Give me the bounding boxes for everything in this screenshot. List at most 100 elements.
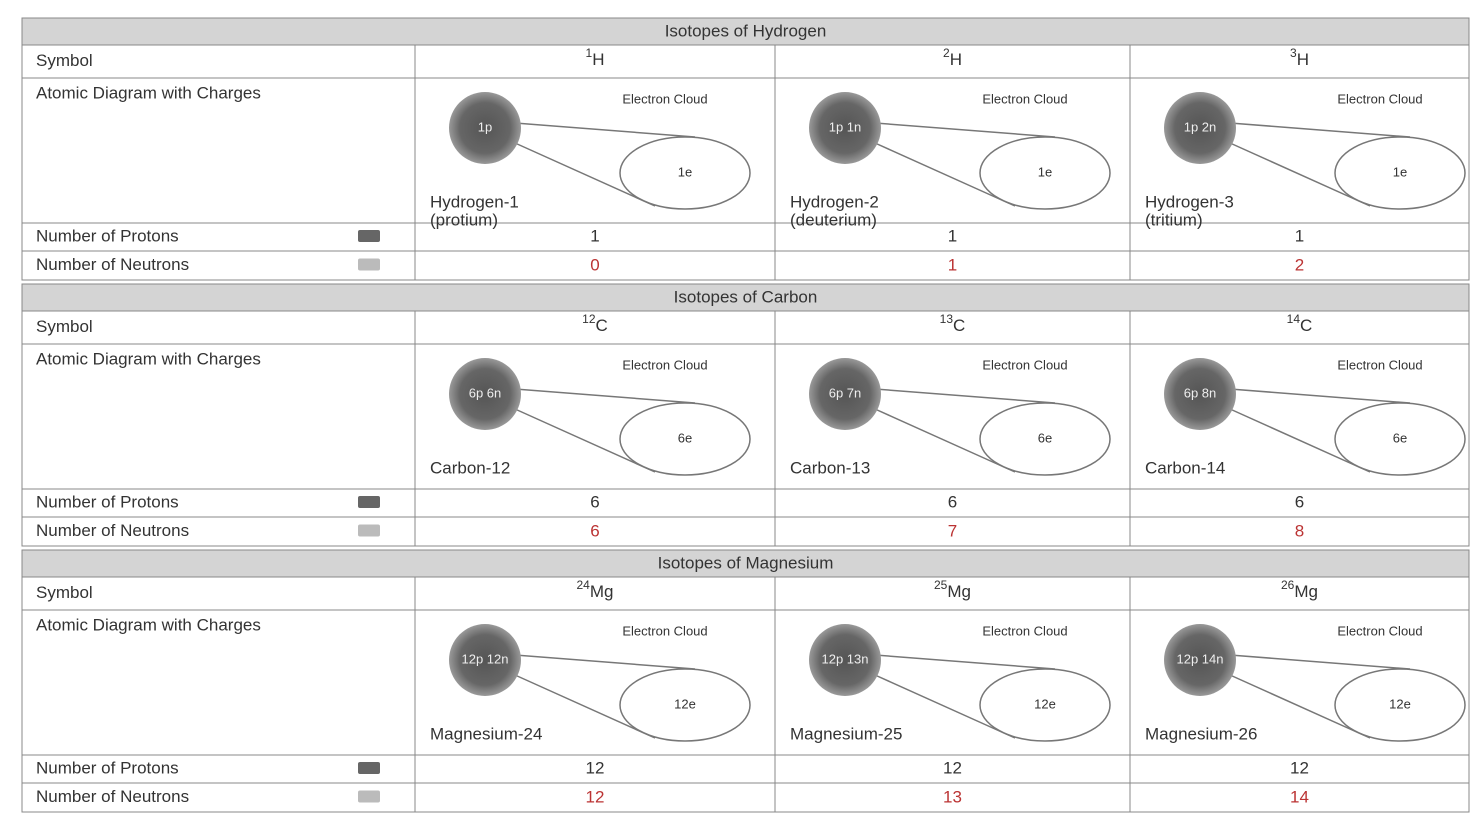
connector — [514, 388, 696, 404]
electron-label: 12e — [1389, 696, 1411, 711]
protons: 12 — [586, 758, 605, 777]
electron-cloud — [979, 136, 1111, 210]
neutrons: 12 — [586, 787, 605, 806]
section-title: Isotopes of Carbon — [674, 287, 818, 306]
cell — [1129, 782, 1470, 813]
connector — [1229, 674, 1371, 739]
nucleus-label: 1p — [478, 119, 492, 134]
isotope-symbol: 14C — [1287, 312, 1313, 335]
connector — [1229, 388, 1411, 404]
electron-label: 1e — [1038, 164, 1052, 179]
element-symbol: Mg — [590, 582, 614, 601]
connector — [1229, 408, 1371, 473]
cell — [774, 516, 1131, 547]
nucleus-label: 12p 13n — [822, 651, 869, 666]
protons: 1 — [1295, 226, 1304, 245]
isotope-symbol: 2H — [943, 46, 962, 69]
electron-cloud — [619, 136, 751, 210]
electron-label: 1e — [1393, 164, 1407, 179]
connector — [1229, 654, 1411, 670]
protons: 12 — [1290, 758, 1309, 777]
cloud-label: Electron Cloud — [622, 91, 707, 106]
cell — [1129, 250, 1470, 281]
neutrons: 0 — [590, 255, 599, 274]
row-icon — [358, 258, 380, 271]
cell — [1129, 516, 1470, 547]
mass-number: 2 — [943, 46, 950, 60]
nucleus-label: 12p 14n — [1177, 651, 1224, 666]
cloud-label: Electron Cloud — [1337, 91, 1422, 106]
neutrons: 14 — [1290, 787, 1309, 806]
nucleus-label: 1p 2n — [1184, 119, 1217, 134]
protons: 1 — [948, 226, 957, 245]
isotope-symbol: 24Mg — [577, 578, 614, 601]
nucleus — [449, 358, 521, 430]
isotope-symbol: 1H — [586, 46, 605, 69]
isotope-name: Carbon-13 — [790, 458, 870, 477]
row-label: Number of Protons — [36, 226, 179, 245]
nucleus-label: 1p 1n — [829, 119, 862, 134]
row-label: Atomic Diagram with Charges — [36, 615, 261, 634]
connector — [874, 408, 1016, 473]
protons: 6 — [590, 492, 599, 511]
connector — [1229, 122, 1411, 138]
connector — [514, 142, 656, 207]
electron-label: 6e — [1393, 430, 1407, 445]
cell — [21, 609, 416, 756]
connector — [1229, 142, 1371, 207]
cloud-label: Electron Cloud — [1337, 623, 1422, 638]
electron-label: 6e — [678, 430, 692, 445]
mass-number: 3 — [1290, 46, 1297, 60]
isotope-name: Hydrogen-3 — [1145, 192, 1234, 211]
cloud-label: Electron Cloud — [982, 357, 1067, 372]
electron-cloud — [1334, 402, 1466, 476]
section-header — [21, 17, 1470, 46]
connector — [874, 674, 1016, 739]
cloud-label: Electron Cloud — [622, 357, 707, 372]
mass-number: 13 — [940, 312, 954, 326]
section-title: Isotopes of Magnesium — [658, 553, 834, 572]
isotope-symbol: 13C — [940, 312, 966, 335]
element-symbol: H — [592, 50, 604, 69]
isotope-name: Carbon-14 — [1145, 458, 1225, 477]
cell — [21, 516, 416, 547]
nucleus — [809, 358, 881, 430]
cell — [414, 576, 776, 611]
electron-label: 12e — [1034, 696, 1056, 711]
nucleus — [1164, 358, 1236, 430]
section-header — [21, 283, 1470, 312]
electron-cloud — [979, 668, 1111, 742]
row-label: Number of Neutrons — [36, 521, 189, 540]
row-label: Atomic Diagram with Charges — [36, 83, 261, 102]
element-symbol: H — [950, 50, 962, 69]
isotope-note: (deuterium) — [790, 210, 877, 229]
cloud-label: Electron Cloud — [982, 91, 1067, 106]
nucleus — [1164, 624, 1236, 696]
cell — [1129, 754, 1470, 784]
connector — [514, 674, 656, 739]
nucleus-label: 6p 8n — [1184, 385, 1217, 400]
isotope-name: Magnesium-26 — [1145, 724, 1257, 743]
mass-number: 24 — [577, 578, 591, 592]
cell — [774, 222, 1131, 252]
cloud-label: Electron Cloud — [1337, 357, 1422, 372]
electron-cloud — [979, 402, 1111, 476]
connector — [514, 122, 696, 138]
section-title: Isotopes of Hydrogen — [665, 21, 827, 40]
nucleus-label: 12p 12n — [462, 651, 509, 666]
cell — [414, 44, 776, 79]
connector — [874, 388, 1056, 404]
connector — [514, 654, 696, 670]
row-label: Number of Neutrons — [36, 787, 189, 806]
element-symbol: C — [953, 316, 965, 335]
cell — [21, 343, 416, 490]
element-symbol: C — [596, 316, 608, 335]
neutrons: 7 — [948, 521, 957, 540]
isotope-name: Magnesium-25 — [790, 724, 902, 743]
row-label: Symbol — [36, 583, 93, 602]
protons: 6 — [948, 492, 957, 511]
row-label: Symbol — [36, 51, 93, 70]
cloud-label: Electron Cloud — [982, 623, 1067, 638]
cell — [1129, 310, 1470, 345]
isotope-symbol: 26Mg — [1281, 578, 1318, 601]
